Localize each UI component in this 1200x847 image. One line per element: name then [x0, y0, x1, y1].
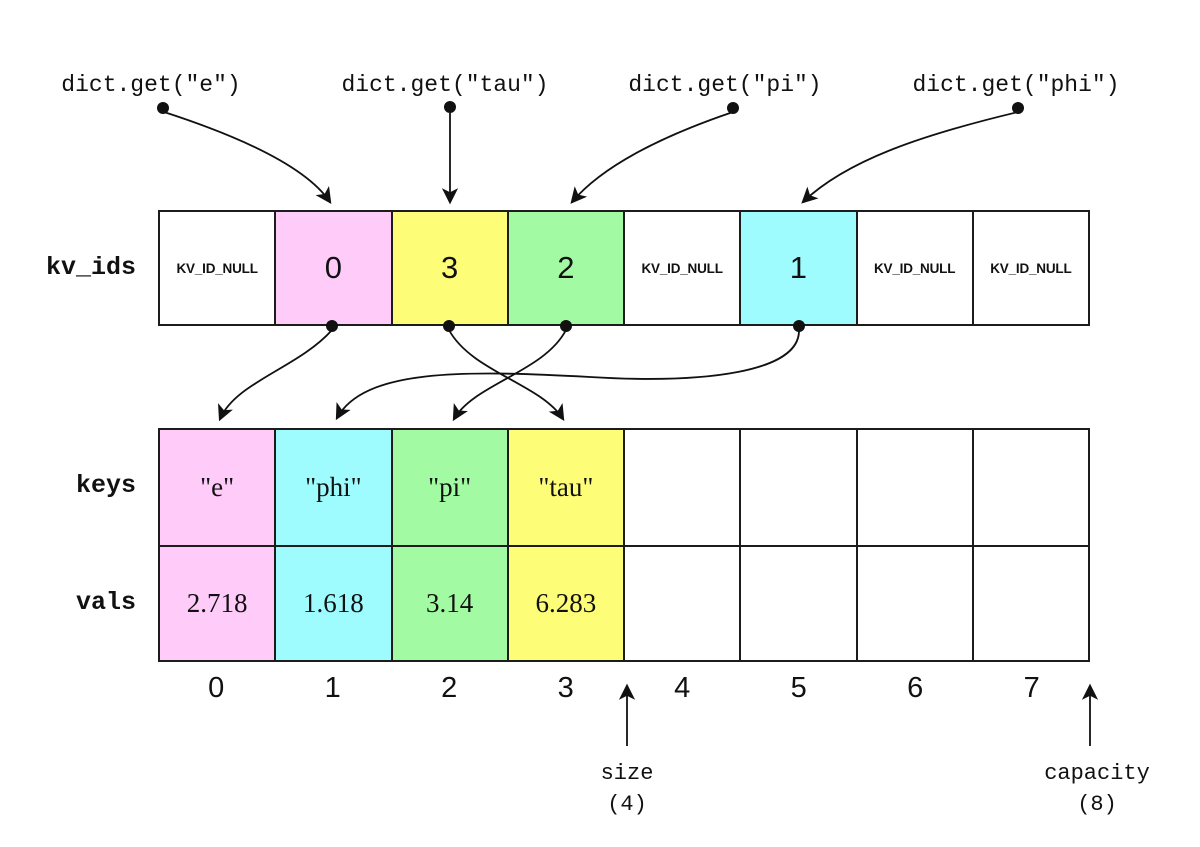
keys-array: "e" "phi" "pi" "tau" — [158, 428, 1090, 545]
vals-cell-4 — [623, 547, 740, 660]
index-2: 2 — [441, 671, 458, 704]
query-label-phi: dict.get("phi") — [912, 72, 1120, 98]
arrow-query-phi — [801, 111, 1019, 204]
vals-row-label: vals — [75, 588, 136, 617]
vals-cell-3: 6.283 — [506, 547, 623, 660]
arrow-query-pi — [570, 111, 734, 204]
index-5: 5 — [790, 671, 807, 704]
query-label-tau: dict.get("tau") — [341, 72, 549, 98]
vals-cell-6 — [855, 547, 972, 660]
kv-ids-cell-1: 0 — [274, 212, 391, 324]
query-label-pi: dict.get("pi") — [628, 72, 822, 98]
index-0: 0 — [208, 671, 225, 704]
size-value: (4) — [607, 792, 647, 817]
index-4: 4 — [674, 671, 691, 704]
vals-cell-2: 3.14 — [390, 547, 507, 660]
index-3: 3 — [557, 671, 574, 704]
vals-cell-7 — [971, 547, 1088, 660]
keys-cell-3: "tau" — [506, 430, 623, 545]
keys-cell-6 — [855, 430, 972, 545]
keys-cell-4 — [623, 430, 740, 545]
kv-ids-row-label: kv_ids — [45, 253, 136, 282]
arrow-kvid-3-to-key-3 — [448, 329, 565, 422]
size-label: size — [600, 761, 654, 786]
kv-ids-cell-6: KV_ID_NULL — [855, 212, 972, 324]
keys-cell-5 — [739, 430, 856, 545]
keys-cell-2: "pi" — [390, 430, 507, 545]
kv-ids-array: KV_ID_NULL 0 3 2 KV_ID_NULL 1 KV_ID_NULL… — [158, 210, 1090, 326]
capacity-annotation: capacity (8) — [1044, 758, 1150, 820]
keys-row-label: keys — [75, 471, 136, 500]
vals-cell-0: 2.718 — [160, 547, 275, 660]
slot-indices: 0 1 2 3 4 5 6 7 — [158, 670, 1090, 706]
dot-query-e — [157, 102, 169, 114]
dot-query-phi — [1012, 102, 1024, 114]
query-label-e: dict.get("e") — [61, 72, 241, 98]
index-1: 1 — [324, 671, 341, 704]
index-7: 7 — [1023, 671, 1040, 704]
kv-ids-cell-7: KV_ID_NULL — [971, 212, 1088, 324]
kv-ids-cell-5: 1 — [739, 212, 856, 324]
kv-ids-cell-0: KV_ID_NULL — [160, 212, 275, 324]
kv-ids-cell-2: 3 — [390, 212, 507, 324]
dot-query-tau — [444, 101, 456, 113]
index-6: 6 — [907, 671, 924, 704]
vals-array: 2.718 1.618 3.14 6.283 — [158, 545, 1090, 662]
arrow-query-e — [163, 111, 332, 205]
dot-query-pi — [727, 102, 739, 114]
keys-cell-0: "e" — [160, 430, 275, 545]
kv-ids-cell-4: KV_ID_NULL — [623, 212, 740, 324]
keys-cell-7 — [971, 430, 1088, 545]
vals-cell-5 — [739, 547, 856, 660]
size-annotation: size (4) — [601, 758, 654, 820]
keys-cell-1: "phi" — [274, 430, 391, 545]
capacity-value: (8) — [1077, 792, 1117, 817]
capacity-label: capacity — [1044, 761, 1150, 786]
arrow-kvid-0-to-key-0 — [218, 329, 333, 422]
arrow-kvid-2-to-key-2 — [452, 329, 567, 422]
kv-ids-cell-3: 2 — [506, 212, 623, 324]
arrow-kvid-1-to-key-1 — [335, 329, 800, 421]
vals-cell-1: 1.618 — [274, 547, 391, 660]
